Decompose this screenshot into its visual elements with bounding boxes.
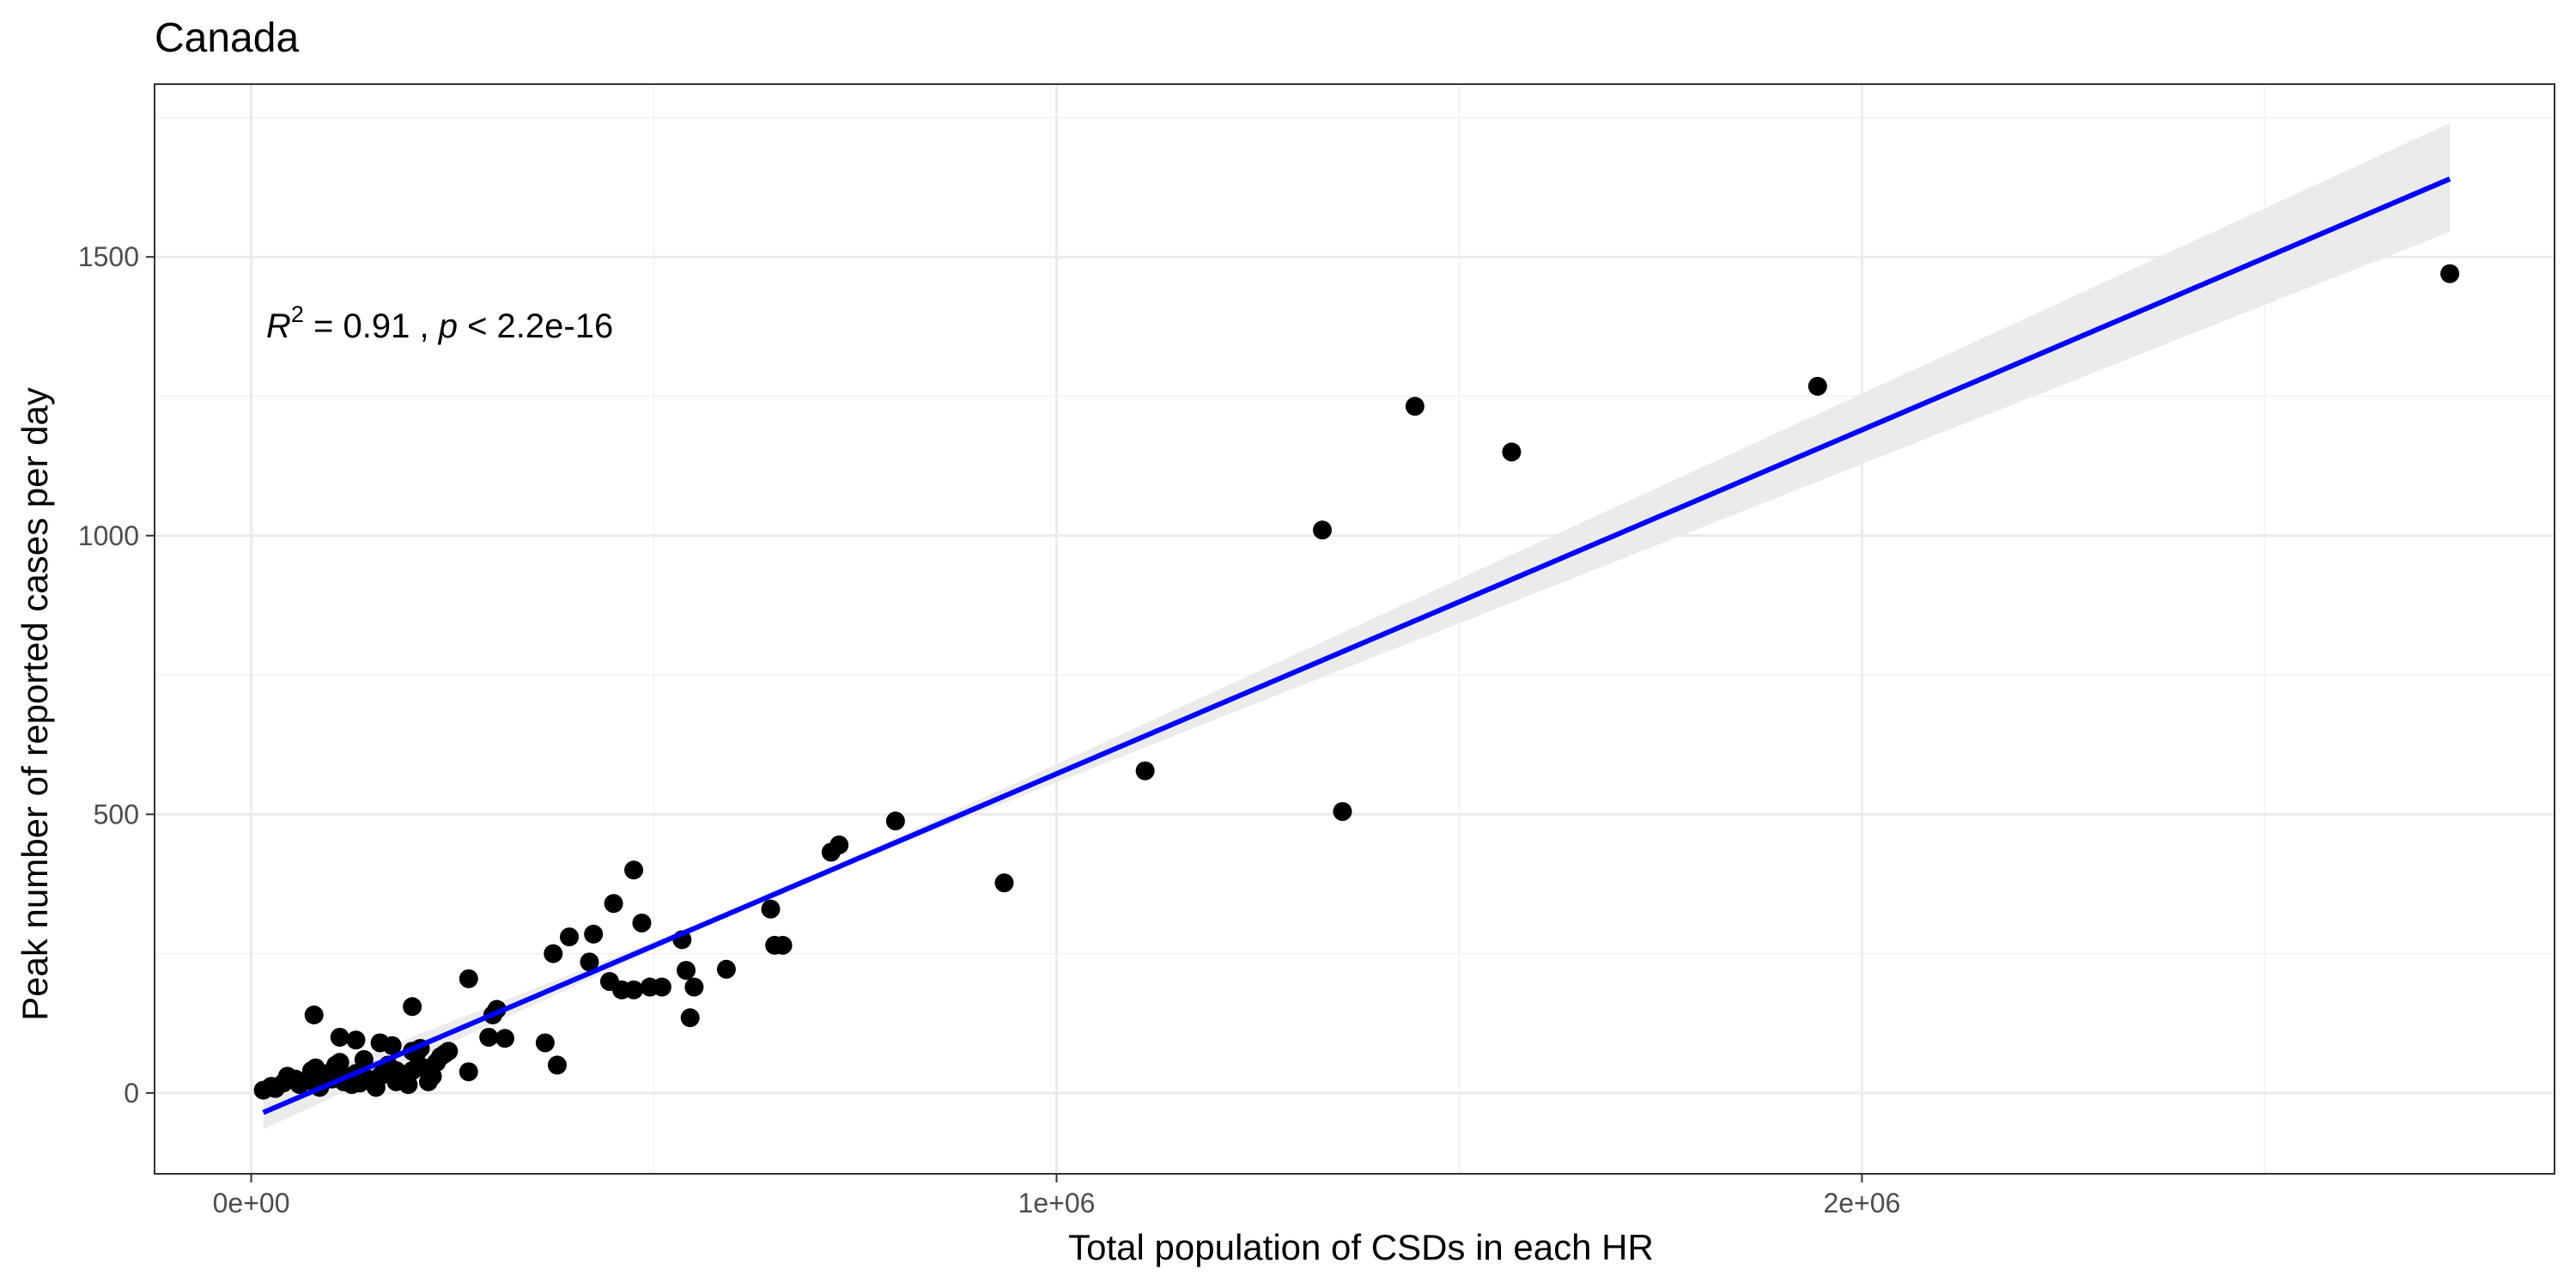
x-tick-label: 2e+06 — [1823, 1188, 1900, 1218]
data-point — [495, 1029, 514, 1048]
data-point — [439, 1042, 459, 1061]
data-point — [1502, 442, 1522, 462]
chart-title: Canada — [155, 15, 299, 61]
data-point — [354, 1049, 374, 1069]
r-symbol: R — [266, 307, 291, 345]
data-point — [1312, 520, 1332, 540]
major-gridlines — [155, 84, 2555, 1174]
x-axis-label: Total population of CSDs in each HR — [1068, 1227, 1654, 1267]
y-tick-label: 1500 — [78, 241, 139, 272]
data-point — [684, 977, 704, 997]
data-point — [677, 961, 696, 981]
data-point — [459, 969, 478, 988]
data-point — [330, 1027, 349, 1047]
data-point — [1333, 802, 1352, 822]
data-point — [1807, 376, 1827, 396]
data-point — [1405, 397, 1425, 416]
x-tick-label: 1e+06 — [1018, 1188, 1096, 1218]
y-axis-label: Peak number of reported cases per day — [15, 387, 55, 1021]
data-point — [624, 980, 644, 999]
data-point — [604, 894, 623, 914]
data-point — [370, 1033, 390, 1053]
regression-line — [262, 176, 2451, 1115]
x-tick-label: 0e+00 — [213, 1188, 290, 1218]
p-value: < 2.2e-16 — [458, 307, 613, 345]
data-point — [330, 1053, 349, 1072]
data-point — [479, 1027, 499, 1047]
data-point — [535, 1033, 555, 1053]
data-point — [403, 997, 422, 1017]
data-point — [560, 927, 580, 947]
data-point — [2440, 264, 2460, 283]
data-point — [584, 924, 604, 944]
data-point — [346, 1030, 366, 1050]
confidence-band — [263, 123, 2451, 1130]
data-point — [885, 811, 905, 831]
panel-border — [154, 83, 2555, 1175]
data-points — [253, 264, 2460, 1100]
data-point — [459, 1062, 478, 1082]
data-point — [716, 959, 736, 979]
data-point — [773, 935, 793, 955]
p-symbol: p — [438, 307, 458, 345]
regression-annotation: R2 = 0.91 , p < 2.2e-16 — [266, 301, 613, 345]
data-point — [1135, 761, 1155, 781]
data-point — [304, 1005, 324, 1025]
data-point — [547, 1055, 567, 1075]
data-point — [680, 1008, 700, 1028]
data-point — [580, 952, 599, 972]
y-tick-label: 0 — [124, 1078, 139, 1109]
data-point — [624, 860, 644, 880]
data-point — [761, 899, 781, 919]
data-point — [544, 944, 563, 963]
x-axis-ticks: 0e+00 1e+06 2e+06 — [213, 1174, 1900, 1218]
data-point — [386, 1060, 406, 1080]
data-point — [652, 977, 671, 997]
y-axis-ticks: 0 500 1000 1500 — [78, 241, 155, 1109]
y-tick-label: 500 — [94, 799, 139, 829]
y-tick-label: 1000 — [78, 520, 139, 551]
r-value: = 0.91 , — [304, 307, 439, 345]
data-point — [829, 835, 849, 855]
data-point — [994, 873, 1014, 893]
data-point — [632, 913, 652, 933]
r-exponent: 2 — [291, 301, 304, 327]
